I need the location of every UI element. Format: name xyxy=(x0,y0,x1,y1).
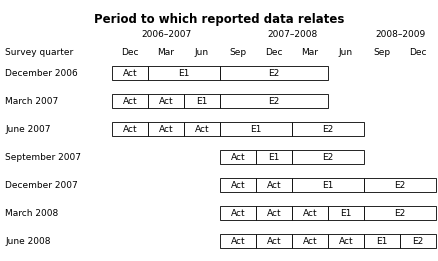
Text: E1: E1 xyxy=(321,181,333,189)
Text: Act: Act xyxy=(230,181,245,189)
Text: Act: Act xyxy=(122,124,137,133)
Text: E1: E1 xyxy=(196,97,207,105)
Bar xyxy=(219,94,327,108)
Text: 2008–2009: 2008–2009 xyxy=(374,30,424,39)
Text: Period to which reported data relates: Period to which reported data relates xyxy=(94,13,344,26)
Text: E1: E1 xyxy=(250,124,261,133)
Text: Sep: Sep xyxy=(373,48,390,57)
Text: E1: E1 xyxy=(268,152,279,162)
Text: Act: Act xyxy=(230,209,245,217)
Text: E1: E1 xyxy=(375,236,387,246)
Bar xyxy=(219,66,327,80)
Text: Act: Act xyxy=(302,236,317,246)
Text: Sep: Sep xyxy=(229,48,246,57)
Text: E1: E1 xyxy=(178,68,189,78)
Bar xyxy=(184,122,219,136)
Bar xyxy=(291,206,327,220)
Text: March 2007: March 2007 xyxy=(5,97,58,105)
Text: Act: Act xyxy=(266,181,281,189)
Bar xyxy=(327,206,363,220)
Text: September 2007: September 2007 xyxy=(5,152,81,162)
Text: Act: Act xyxy=(122,97,137,105)
Text: E2: E2 xyxy=(411,236,423,246)
Bar xyxy=(255,178,291,192)
Bar xyxy=(112,94,148,108)
Text: Dec: Dec xyxy=(265,48,282,57)
Bar xyxy=(255,206,291,220)
Text: E2: E2 xyxy=(268,68,279,78)
Text: 2007–2008: 2007–2008 xyxy=(266,30,316,39)
Text: Mar: Mar xyxy=(157,48,174,57)
Bar xyxy=(255,234,291,248)
Text: Survey quarter: Survey quarter xyxy=(5,48,73,57)
Bar xyxy=(291,234,327,248)
Bar xyxy=(184,94,219,108)
Text: Act: Act xyxy=(158,124,173,133)
Text: Jun: Jun xyxy=(338,48,352,57)
Text: Act: Act xyxy=(230,236,245,246)
Bar xyxy=(327,234,363,248)
Bar xyxy=(219,234,255,248)
Bar xyxy=(291,122,363,136)
Bar xyxy=(148,66,219,80)
Bar xyxy=(219,206,255,220)
Bar xyxy=(148,122,184,136)
Text: E2: E2 xyxy=(393,181,405,189)
Bar xyxy=(291,178,363,192)
Text: March 2008: March 2008 xyxy=(5,209,58,217)
Bar xyxy=(291,150,363,164)
Bar xyxy=(399,234,435,248)
Text: E1: E1 xyxy=(339,209,351,217)
Text: Act: Act xyxy=(230,152,245,162)
Text: Act: Act xyxy=(266,209,281,217)
Text: E2: E2 xyxy=(393,209,405,217)
Text: Act: Act xyxy=(266,236,281,246)
Text: Dec: Dec xyxy=(121,48,138,57)
Bar xyxy=(363,178,435,192)
Bar xyxy=(219,122,291,136)
Bar xyxy=(112,66,148,80)
Bar xyxy=(363,234,399,248)
Text: Act: Act xyxy=(122,68,137,78)
Bar xyxy=(219,178,255,192)
Text: E2: E2 xyxy=(321,152,333,162)
Text: Act: Act xyxy=(158,97,173,105)
Text: Jun: Jun xyxy=(194,48,208,57)
Text: Act: Act xyxy=(302,209,317,217)
Text: 2006–2007: 2006–2007 xyxy=(141,30,191,39)
Bar xyxy=(363,206,435,220)
Text: Mar: Mar xyxy=(301,48,318,57)
Text: E2: E2 xyxy=(321,124,333,133)
Text: Act: Act xyxy=(338,236,353,246)
Text: December 2007: December 2007 xyxy=(5,181,78,189)
Bar xyxy=(148,94,184,108)
Bar xyxy=(112,122,148,136)
Text: Act: Act xyxy=(194,124,209,133)
Text: June 2007: June 2007 xyxy=(5,124,50,133)
Bar xyxy=(255,150,291,164)
Bar xyxy=(219,150,255,164)
Text: December 2006: December 2006 xyxy=(5,68,78,78)
Text: June 2008: June 2008 xyxy=(5,236,50,246)
Text: E2: E2 xyxy=(268,97,279,105)
Text: Dec: Dec xyxy=(408,48,426,57)
